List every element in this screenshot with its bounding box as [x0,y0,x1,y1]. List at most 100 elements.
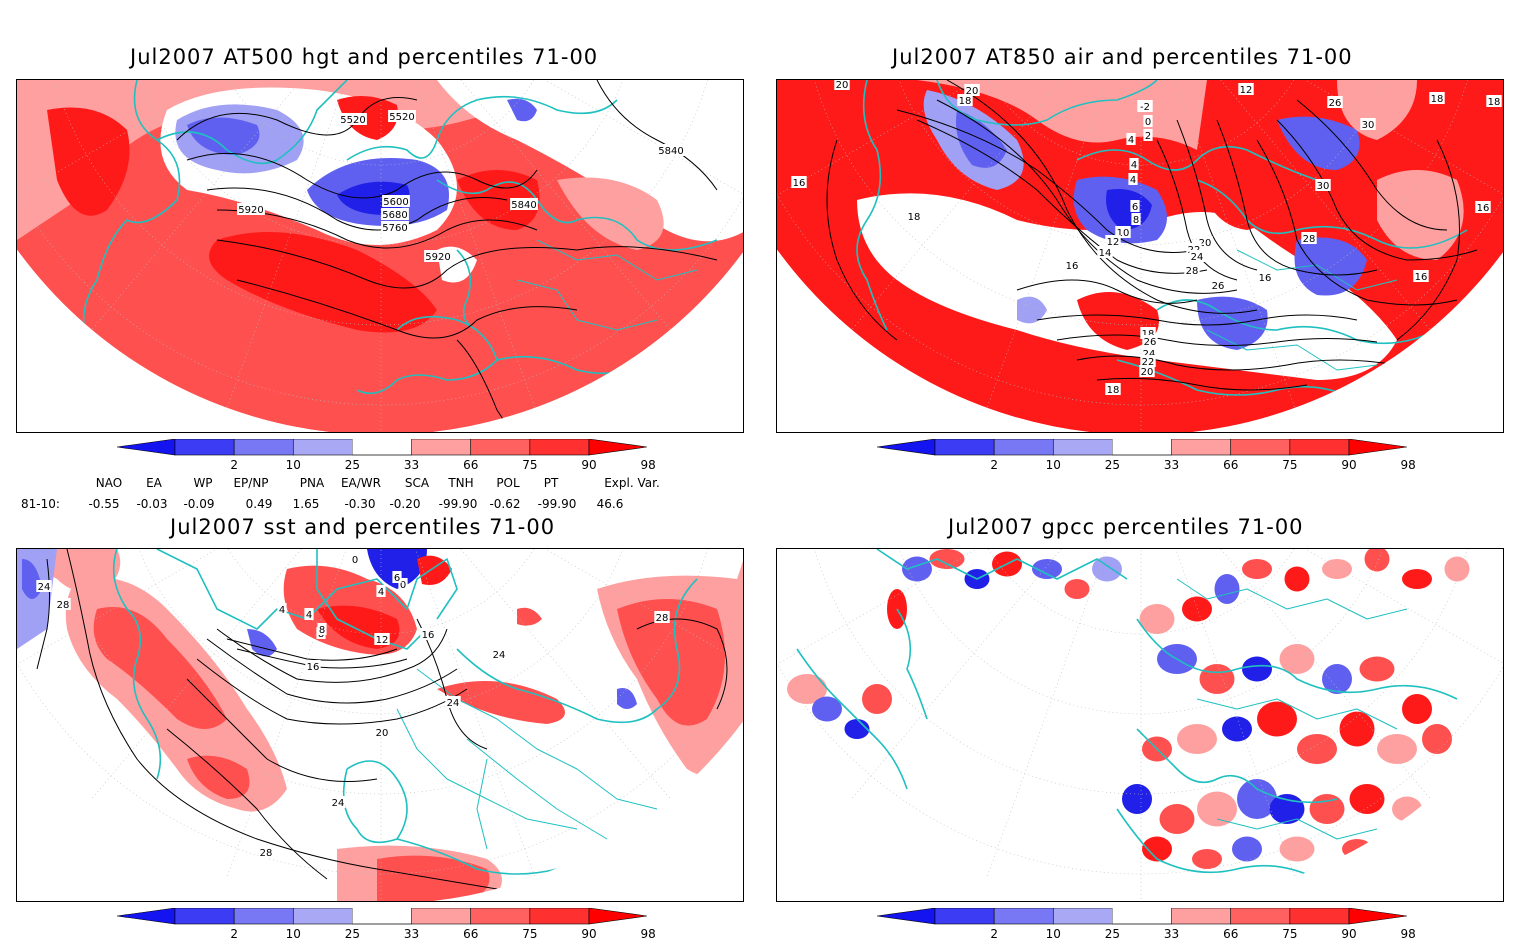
panel-title-air850: Jul2007 AT850 air and percentiles 71-00 [892,45,1353,69]
index-value: -99.90 [438,497,478,511]
contour-line [1276,119,1478,261]
anomaly-region [1392,796,1422,822]
colorbar-tick-label: 98 [640,927,656,941]
colorbar-swatch [352,908,412,924]
anomaly-region [1197,166,1279,230]
colorbar-tick-label: 98 [1400,458,1416,472]
contour-label: 30 [1315,179,1331,192]
svg-text:28: 28 [260,848,273,859]
contour-label: 4 [1129,158,1139,171]
contour-line [1296,99,1448,231]
colorbar-tick-label: 2 [230,927,238,941]
colorbar-tick-label: 66 [1223,927,1239,941]
colorbar-swatch [1230,907,1291,925]
svg-text:18: 18 [1488,97,1501,108]
contour-label: 16 [1413,270,1429,283]
contour-label: 24 [491,648,507,661]
contour-label: 28 [1184,264,1200,277]
contour-label: 22 [1140,355,1156,368]
contour-label: -2 [1137,100,1153,113]
svg-text:5600: 5600 [383,197,408,208]
anomaly-region [1197,791,1237,827]
svg-text:4: 4 [306,610,312,621]
panel-title-gpcc: Jul2007 gpcc percentiles 71-00 [948,515,1304,539]
svg-text:4: 4 [1131,160,1137,171]
index-header: SCA [404,476,430,490]
contour-label: 6 [1130,200,1140,213]
colorbar-arrow-high [588,907,648,925]
anomaly-region [1214,574,1240,604]
colorbar-swatch [233,438,294,456]
panel-title-hgt500: Jul2007 AT500 hgt and percentiles 71-00 [130,45,599,69]
colorbar-tick-label: 25 [344,927,361,941]
contour-label: 20 [374,726,390,739]
colorbar-tick-label: 2 [990,458,998,472]
contour-line [826,139,898,341]
contour-label: 18 [1105,383,1121,396]
colorbar-arrow-low [116,438,176,456]
svg-text:16: 16 [1259,273,1272,284]
colorbar-tick-label: 75 [522,458,538,472]
colorbar-swatch [292,907,353,925]
svg-text:24: 24 [38,582,51,593]
index-header: POL [496,476,520,490]
index-value: -0.30 [344,497,376,511]
contour-label: 18 [1429,92,1445,105]
contour-line [896,109,1198,253]
svg-text:12: 12 [1240,85,1253,96]
colorbar-swatch [292,438,353,456]
contour-label: 28 [258,846,274,859]
colorbar-arrow-high [1348,438,1408,456]
colorbar-swatch [993,438,1054,456]
colorbar-swatch [1289,907,1350,925]
coastline [516,279,658,331]
contour-label: 0 [350,553,360,566]
colorbar-arrow-low [116,907,176,925]
svg-text:4: 4 [1130,175,1136,186]
anomaly-region [517,607,542,626]
index-value: -0.09 [183,497,215,511]
anomaly-region [1402,569,1432,589]
coastline [896,608,928,720]
colorbar-arrow-low [876,438,936,456]
index-period: 81-10: [21,497,60,511]
index-value: 1.65 [292,497,320,511]
coastline [316,549,428,650]
colorbar-swatch [470,907,531,925]
colorbar-swatch [529,907,590,925]
index-value: -0.62 [489,497,521,511]
anomaly-region [1322,559,1352,579]
contour-line [196,658,468,725]
svg-text:20: 20 [1141,367,1154,378]
coastline [456,578,698,724]
contour-line [1176,119,1258,271]
colorbar-air850: 2 10 25 33 66 75 90 98 [876,438,1416,475]
svg-text:6: 6 [394,573,400,584]
anomaly-region [1349,784,1385,814]
svg-text:24: 24 [493,650,506,661]
colorbar-tick-label: 33 [1163,458,1180,472]
anomaly-region [367,549,427,589]
anomaly-region [1232,836,1262,862]
contour-line [206,187,508,231]
colorbar-tick-label: 90 [581,927,597,941]
coastline [1196,179,1468,249]
colorbar-swatch [1171,438,1232,456]
anomaly-region [187,117,260,155]
contour-label: 12 [1105,235,1121,248]
colorbar-swatch [1171,907,1232,925]
svg-text:14: 14 [1099,248,1112,259]
contour-label: 16 [791,176,807,189]
anomaly-region [209,232,437,333]
index-header: EA [146,476,162,490]
anomaly-region [1377,170,1464,260]
colorbar-tick-label: 98 [640,458,656,472]
svg-text:24: 24 [1191,252,1204,263]
svg-text:16: 16 [307,662,320,673]
contour-line [206,638,458,704]
map-panel-air850: 20 20 18 -2 0 2 4 12 26 30 18 18 16 18 4 4 6 8 10 12 14 16 20 2… [776,79,1504,433]
svg-text:24: 24 [332,798,345,809]
anomaly-region [1222,716,1252,742]
contour-label: 4 [304,608,314,621]
anomaly-region [417,555,452,585]
